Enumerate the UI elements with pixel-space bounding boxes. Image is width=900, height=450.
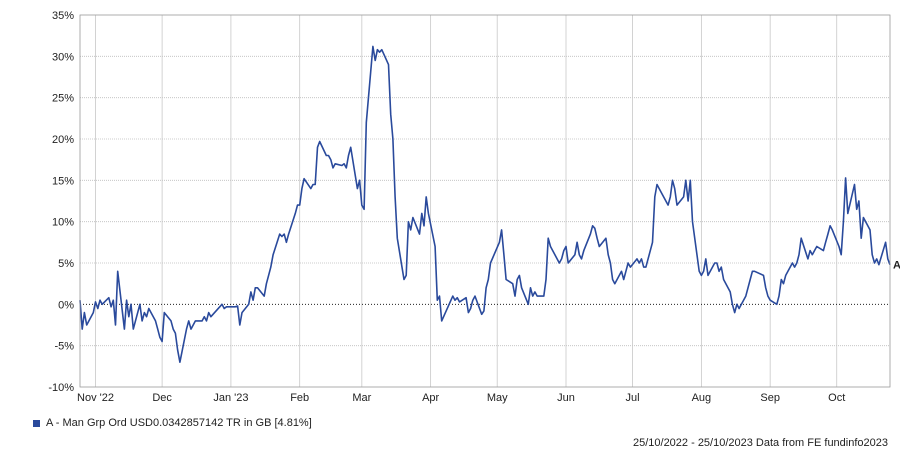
legend-swatch — [33, 419, 40, 427]
gridlines — [80, 15, 890, 387]
series-line — [79, 45, 891, 363]
x-tick-label: Feb — [290, 392, 309, 404]
x-tick-label: Jan '23 — [213, 392, 248, 404]
y-axis-ticks: -10% -5% 0% 5% 10% 15% 20% 25% 30% 35% — [48, 10, 74, 394]
x-axis-ticks: Nov '22 Dec Jan '23 Feb Mar Apr May Jun Jul Aug Se… — [77, 392, 845, 404]
x-tick-label: Jul — [626, 392, 640, 404]
legend-label: A - Man Grp Ord USD0.0342857142 TR in GB… — [46, 417, 312, 429]
y-tick-label: -10% — [48, 382, 74, 394]
y-tick-label: 15% — [52, 175, 74, 187]
x-tick-label: Aug — [692, 392, 712, 404]
x-tick-label: Mar — [352, 392, 371, 404]
y-tick-label: 35% — [52, 10, 74, 22]
series-group: A — [79, 45, 900, 363]
x-tick-label: May — [487, 392, 508, 404]
y-tick-label: 0% — [58, 299, 74, 311]
y-tick-label: 30% — [52, 51, 74, 63]
x-tick-label: Dec — [152, 392, 172, 404]
x-tick-label: Nov '22 — [77, 392, 114, 404]
line-chart: -10% -5% 0% 5% 10% 15% 20% 25% 30% 35% Nov '22 Dec… — [48, 10, 900, 404]
y-tick-label: 25% — [52, 93, 74, 105]
plot-frame — [79, 14, 891, 388]
y-tick-label: 10% — [52, 217, 74, 229]
footer-source: 25/10/2022 - 25/10/2023 Data from FE fun… — [632, 437, 888, 449]
x-tick-label: Jun — [557, 392, 575, 404]
y-tick-label: 5% — [58, 258, 74, 270]
x-tick-label: Apr — [422, 392, 439, 404]
series-end-label: A — [893, 260, 900, 272]
x-tick-label: Oct — [828, 392, 845, 404]
x-tick-label: Sep — [760, 392, 780, 404]
y-tick-label: -5% — [54, 341, 74, 353]
legend: A - Man Grp Ord USD0.0342857142 TR in GB… — [33, 417, 312, 429]
y-tick-label: 20% — [52, 134, 74, 146]
